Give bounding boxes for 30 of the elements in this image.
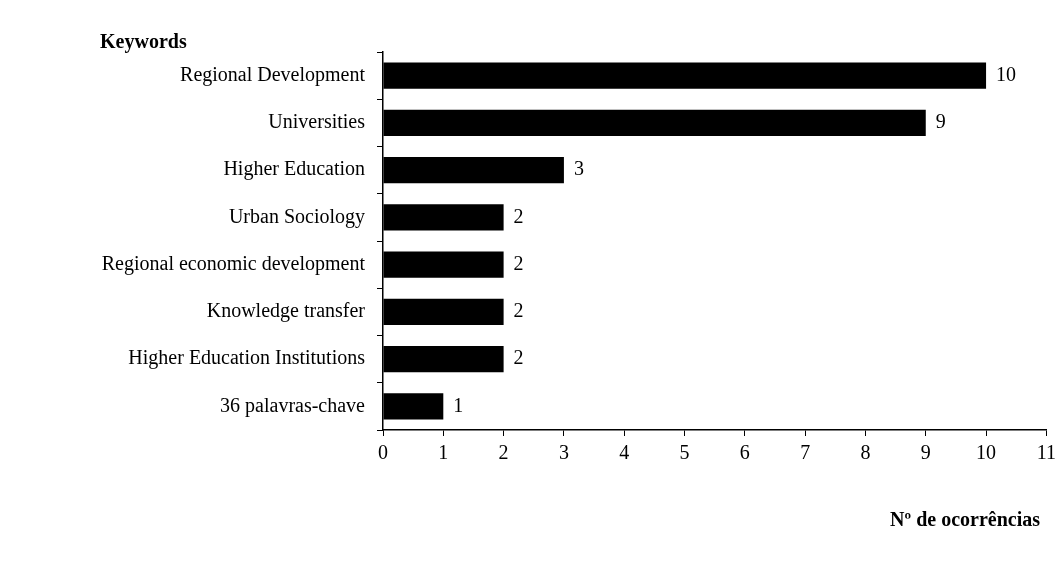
x-tick-label: 6 bbox=[739, 441, 750, 464]
y-tick-label: 36 palavras-chave bbox=[220, 393, 366, 417]
y-axis-title: Keywords bbox=[100, 30, 187, 53]
data-label: 3 bbox=[573, 157, 584, 180]
x-tick-label: 3 bbox=[558, 441, 569, 464]
data-label: 2 bbox=[513, 251, 524, 274]
x-tick-label: 7 bbox=[800, 441, 811, 464]
y-tick-label: Regional economic development bbox=[101, 251, 366, 275]
x-tick-label: 0 bbox=[378, 441, 388, 464]
x-axis-title: Nº de ocorrências bbox=[890, 508, 1040, 531]
data-label: 2 bbox=[513, 204, 524, 227]
y-tick-label: Higher Education bbox=[223, 157, 365, 181]
y-tick-label: Higher Education Institutions bbox=[128, 346, 366, 370]
y-tick-label: Regional Development bbox=[180, 62, 366, 86]
x-tick-label: 9 bbox=[920, 441, 931, 464]
y-tick-label: Urban Sociology bbox=[228, 204, 365, 228]
data-label: 10 bbox=[996, 62, 1017, 85]
x-tick-label: 5 bbox=[679, 441, 690, 464]
x-tick-label: 10 bbox=[976, 441, 997, 464]
x-tick-label: 1 bbox=[438, 441, 449, 464]
data-label: 1 bbox=[453, 393, 464, 416]
data-label: 2 bbox=[513, 299, 524, 322]
y-tick-label: Universities bbox=[268, 110, 366, 133]
data-label: 9 bbox=[935, 110, 946, 133]
data-label: 2 bbox=[513, 346, 524, 369]
x-tick-label: 11 bbox=[1036, 441, 1056, 464]
x-tick-label: 4 bbox=[619, 441, 630, 464]
y-tick-label: Knowledge transfer bbox=[206, 299, 366, 323]
x-tick-label: 2 bbox=[498, 441, 509, 464]
x-tick-label: 8 bbox=[860, 441, 871, 464]
